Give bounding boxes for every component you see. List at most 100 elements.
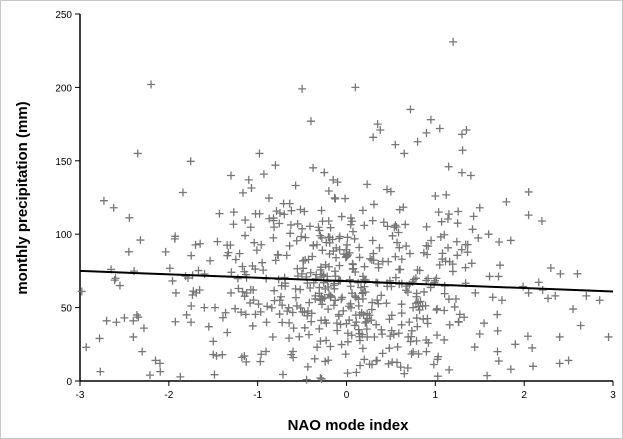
data-point xyxy=(298,84,307,93)
data-point xyxy=(330,193,339,202)
data-point xyxy=(77,287,86,296)
data-point xyxy=(397,255,406,264)
data-point xyxy=(445,365,454,374)
data-point xyxy=(317,206,326,215)
data-point xyxy=(270,286,279,295)
data-point xyxy=(431,192,440,201)
data-point xyxy=(360,282,369,291)
data-point xyxy=(406,337,415,346)
data-point xyxy=(386,332,395,341)
data-point xyxy=(306,268,315,277)
data-point xyxy=(284,303,293,312)
data-point xyxy=(375,243,384,252)
x-axis-title: NAO mode index xyxy=(288,417,410,434)
data-point xyxy=(401,286,410,295)
data-point xyxy=(272,207,281,216)
data-point xyxy=(285,199,294,208)
data-point xyxy=(384,257,393,266)
data-point xyxy=(262,318,271,327)
data-point xyxy=(358,206,367,215)
data-point xyxy=(322,238,331,247)
data-point xyxy=(194,266,203,275)
data-point xyxy=(191,240,200,249)
data-point xyxy=(368,236,377,245)
data-point xyxy=(470,343,479,352)
data-point xyxy=(338,293,347,302)
data-point xyxy=(320,168,329,177)
data-point xyxy=(471,288,480,297)
x-tick-label: 3 xyxy=(610,390,616,401)
data-point xyxy=(494,272,503,281)
data-point xyxy=(488,293,497,302)
data-point xyxy=(422,335,431,344)
data-point xyxy=(288,308,297,317)
data-point xyxy=(469,212,478,221)
data-point xyxy=(354,301,363,310)
data-point xyxy=(457,130,466,139)
data-point xyxy=(493,326,502,335)
data-point xyxy=(403,363,412,372)
data-point xyxy=(370,332,379,341)
data-point xyxy=(556,269,565,278)
data-point xyxy=(419,248,428,257)
data-point xyxy=(333,326,342,335)
data-point xyxy=(343,369,352,378)
data-point xyxy=(241,231,250,240)
data-point xyxy=(361,288,370,297)
data-point xyxy=(494,357,503,366)
data-point xyxy=(234,284,243,293)
data-point xyxy=(376,125,385,134)
data-point xyxy=(440,230,449,239)
data-point xyxy=(324,305,333,314)
data-point xyxy=(233,274,242,283)
data-point xyxy=(238,262,247,271)
data-point xyxy=(300,323,309,332)
data-point xyxy=(256,357,265,366)
data-point xyxy=(343,329,352,338)
x-tick-label: 1 xyxy=(433,390,439,401)
data-point xyxy=(322,336,331,345)
data-point xyxy=(138,347,147,356)
data-point xyxy=(324,262,333,271)
data-point xyxy=(391,221,400,230)
data-point xyxy=(524,288,533,297)
data-point xyxy=(304,255,313,264)
data-point xyxy=(497,296,506,305)
x-tick-label: 0 xyxy=(344,390,350,401)
data-point xyxy=(251,310,260,319)
y-axis-title: monthly precipitation (mm) xyxy=(14,101,31,294)
data-point xyxy=(386,187,395,196)
data-point xyxy=(182,310,191,319)
data-point xyxy=(330,267,339,276)
data-point xyxy=(145,371,154,380)
data-point xyxy=(339,306,348,315)
data-point xyxy=(444,243,453,252)
data-point xyxy=(247,183,256,192)
data-point xyxy=(395,243,404,252)
data-point xyxy=(564,356,573,365)
data-point xyxy=(337,295,346,304)
data-point xyxy=(383,185,392,194)
data-point xyxy=(291,284,300,293)
data-point xyxy=(397,320,406,329)
data-point xyxy=(356,283,365,292)
data-point xyxy=(211,303,220,312)
data-point xyxy=(524,211,533,220)
data-point xyxy=(373,120,382,129)
data-point xyxy=(264,194,273,203)
data-point xyxy=(342,250,351,259)
data-point xyxy=(495,238,504,247)
data-point xyxy=(351,293,360,302)
data-point xyxy=(285,318,294,327)
data-point xyxy=(382,299,391,308)
data-point xyxy=(354,278,363,287)
data-point xyxy=(537,216,546,225)
data-point xyxy=(306,284,315,293)
data-point xyxy=(457,245,466,254)
data-point xyxy=(334,312,343,321)
data-point xyxy=(316,265,325,274)
data-point xyxy=(115,281,124,290)
data-point xyxy=(388,231,397,240)
data-point xyxy=(206,256,215,265)
data-point xyxy=(335,232,344,241)
